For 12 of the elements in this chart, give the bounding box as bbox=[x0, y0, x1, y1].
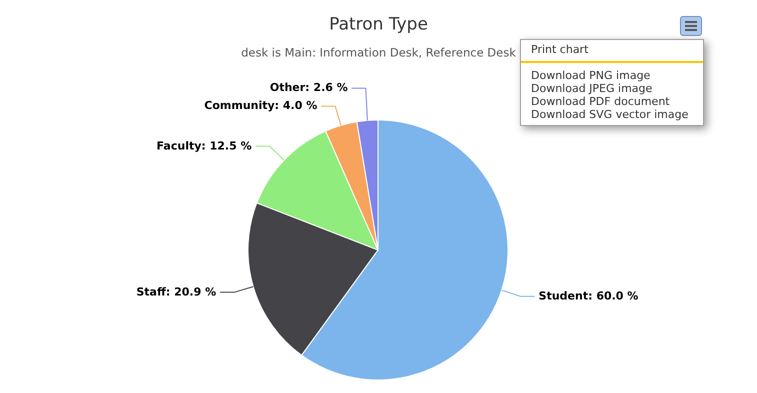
slice-label: Staff: 20.9 % bbox=[136, 285, 216, 298]
text: Download SVG vector image bbox=[530, 108, 690, 121]
slice-label: Student: 60.0 % bbox=[538, 289, 638, 302]
slice-label: Faculty: 12.5 % bbox=[156, 139, 252, 152]
text: Download JPEG image bbox=[530, 82, 654, 95]
slice-label: Other: 2.6 % bbox=[270, 81, 348, 94]
text: Download PDF document bbox=[530, 95, 671, 108]
chart-title: Patron Type bbox=[329, 14, 428, 34]
slice-label: Community: 4.0 % bbox=[204, 99, 318, 112]
text: Download PNG image bbox=[530, 69, 652, 82]
chart-subtitle: desk is Main: Information Desk, Reference Desk bbox=[241, 46, 516, 60]
text: Print chart bbox=[530, 43, 590, 56]
